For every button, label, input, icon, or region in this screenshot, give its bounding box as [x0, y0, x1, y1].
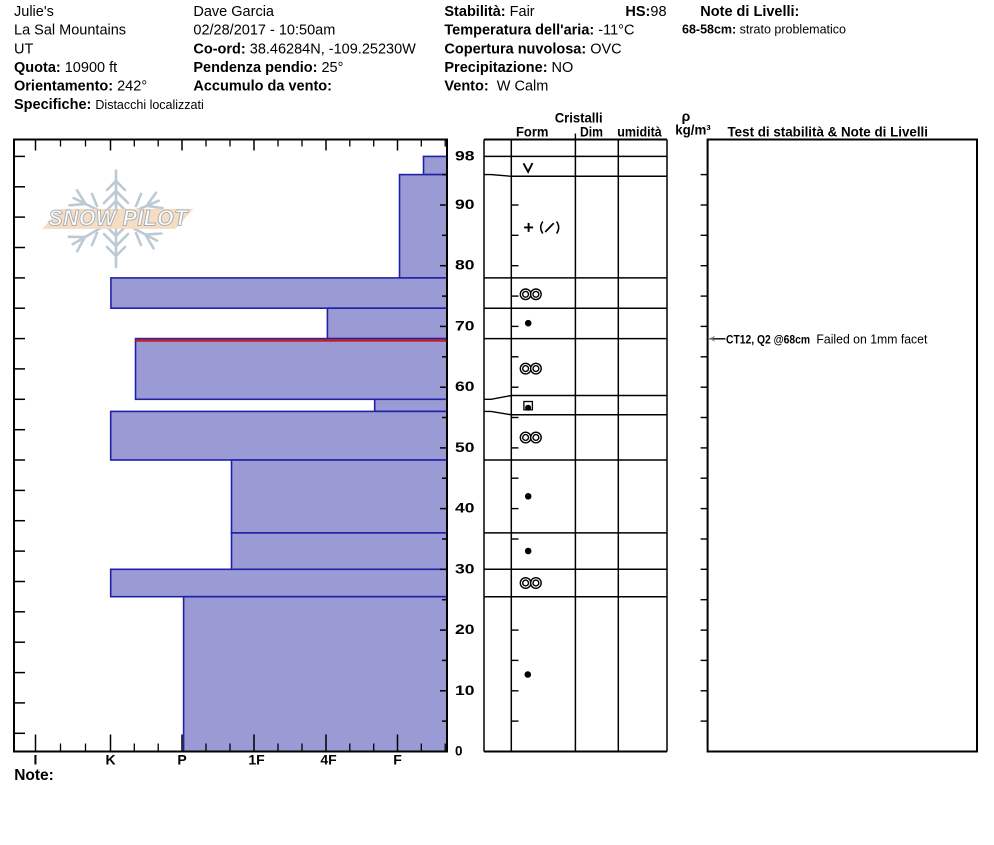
svg-text:4F: 4F	[320, 752, 337, 768]
svg-text:Temperatura dell'aria: -11°C: Temperatura dell'aria: -11°C	[444, 23, 634, 39]
svg-text:70: 70	[455, 318, 475, 333]
svg-text:80: 80	[455, 258, 475, 273]
svg-text:30: 30	[455, 561, 475, 576]
svg-text:Dim: Dim	[580, 124, 603, 139]
svg-text:Accumulo da vento:: Accumulo da vento:	[193, 79, 332, 95]
svg-text:Precipitazione: NO: Precipitazione: NO	[444, 60, 573, 76]
svg-text:umidità: umidità	[617, 124, 662, 139]
svg-text:Note di Livelli:: Note di Livelli:	[700, 4, 799, 20]
svg-text:Vento: W Calm: Vento: W Calm	[444, 79, 548, 95]
svg-text:Dave Garcia: Dave Garcia	[193, 4, 275, 20]
svg-text:68-58cm: strato problematico: 68-58cm: strato problematico	[682, 23, 846, 37]
svg-text:P: P	[177, 752, 186, 768]
svg-text:K: K	[105, 752, 115, 768]
svg-text:10: 10	[455, 683, 475, 698]
svg-text:90: 90	[455, 197, 475, 212]
svg-text:Copertura nuvolosa: OVC: Copertura nuvolosa: OVC	[444, 41, 621, 57]
svg-text:ρ: ρ	[682, 108, 691, 124]
svg-text:02/28/2017 - 10:50am: 02/28/2017 - 10:50am	[193, 23, 335, 39]
svg-text:60: 60	[455, 379, 475, 394]
svg-text:Orientamento: 242°: Orientamento: 242°	[14, 79, 147, 95]
svg-text:Specifiche: Distacchi localizz: Specifiche: Distacchi localizzati	[14, 97, 204, 113]
svg-text:F: F	[393, 752, 402, 768]
svg-text:La Sal Mountains: La Sal Mountains	[14, 23, 126, 39]
svg-text:Pendenza pendio: 25°: Pendenza pendio: 25°	[193, 60, 343, 76]
svg-text:Note:: Note:	[14, 767, 54, 784]
svg-text:Cristalli: Cristalli	[555, 109, 603, 125]
svg-text:HS:98: HS:98	[625, 4, 666, 20]
svg-text:50: 50	[455, 440, 475, 455]
svg-text:0: 0	[455, 744, 463, 759]
svg-text:UT: UT	[14, 41, 33, 57]
svg-text:Co-ord: 38.46284N, -109.25230W: Co-ord: 38.46284N, -109.25230W	[193, 41, 416, 57]
svg-text:Julie's: Julie's	[14, 4, 54, 20]
svg-text:Form: Form	[516, 124, 549, 139]
svg-text:40: 40	[455, 501, 475, 516]
svg-text:Test di stabilità & Note di Li: Test di stabilità & Note di Livelli	[728, 123, 929, 139]
svg-text:20: 20	[455, 622, 475, 637]
svg-text:SNOW PILOT: SNOW PILOT	[49, 206, 189, 231]
svg-text:1F: 1F	[248, 752, 265, 768]
svg-text:Failed on 1mm facet: Failed on 1mm facet	[816, 333, 928, 347]
svg-text:CT12, Q2 @68cm: CT12, Q2 @68cm	[726, 332, 810, 346]
svg-text:Quota: 10900 ft: Quota: 10900 ft	[14, 60, 117, 76]
svg-text:I: I	[34, 752, 38, 768]
svg-text:Stabilità: Fair: Stabilità: Fair	[444, 4, 534, 20]
svg-text:98: 98	[455, 148, 475, 163]
svg-text:kg/m³: kg/m³	[675, 123, 711, 138]
